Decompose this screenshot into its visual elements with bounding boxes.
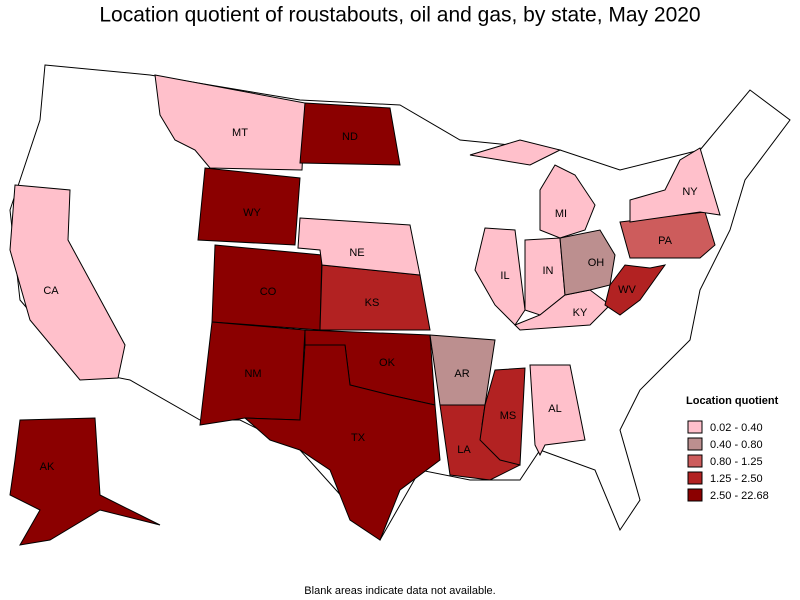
state-shape xyxy=(629,147,721,223)
state-label: TX xyxy=(351,432,366,444)
state-label: ND xyxy=(342,131,358,143)
state-label: NE xyxy=(349,247,364,259)
state-shape xyxy=(514,289,611,331)
map-title: Location quotient of roustabouts, oil an… xyxy=(99,4,700,27)
state-label: WY xyxy=(243,207,261,219)
state-label: KS xyxy=(365,297,380,309)
state-label: LA xyxy=(457,444,471,456)
state-label: AK xyxy=(40,461,55,473)
state-shape xyxy=(297,217,421,276)
state-label: OK xyxy=(379,357,396,369)
state-label: MI xyxy=(555,208,567,220)
legend-label: 0.80 - 1.25 xyxy=(710,456,763,468)
legend-label: 2.50 - 22.68 xyxy=(710,490,769,502)
state-label: KY xyxy=(573,307,588,319)
state-shape xyxy=(243,344,441,541)
state-label: CO xyxy=(260,286,277,298)
state-label: OH xyxy=(588,257,605,269)
state-label: MT xyxy=(232,127,248,139)
state-label: AL xyxy=(548,403,561,415)
legend: Location quotient 0.02 - 0.40 0.40 - 0.80… xyxy=(686,395,779,502)
state-label: MS xyxy=(500,410,517,422)
legend-swatch xyxy=(687,454,703,468)
state-label: NM xyxy=(244,368,261,380)
state-shape xyxy=(9,417,161,546)
state-shape xyxy=(539,164,596,239)
state-shape xyxy=(9,184,126,381)
legend-label: 0.40 - 0.80 xyxy=(710,439,763,451)
state-label: WV xyxy=(618,284,636,296)
state-shape xyxy=(479,367,526,466)
legend-swatch xyxy=(687,488,703,502)
states: MT ND WY CO NM KS OK TX NE AR LA MS AL IL IN KY OH WV PA NY… xyxy=(9,74,721,546)
state-shape xyxy=(197,167,301,246)
footnote: Blank areas indicate data not available. xyxy=(304,585,495,597)
legend-label: 1.25 - 2.50 xyxy=(710,473,763,485)
legend-title: Location quotient xyxy=(686,395,779,407)
state-label: NY xyxy=(682,186,698,198)
state-label: IL xyxy=(500,270,509,282)
legend-swatch xyxy=(687,471,703,485)
state-shape xyxy=(604,264,667,316)
legend-label: 0.02 - 0.40 xyxy=(710,422,763,434)
state-shape xyxy=(529,364,586,457)
legend-swatch xyxy=(687,437,703,451)
legend-swatch xyxy=(687,420,703,434)
state-label: IN xyxy=(543,265,554,277)
state-label: AR xyxy=(454,368,469,380)
state-label: CA xyxy=(43,285,59,297)
state-shape xyxy=(469,139,562,166)
state-label: PA xyxy=(658,235,673,247)
state-shape xyxy=(299,102,401,166)
